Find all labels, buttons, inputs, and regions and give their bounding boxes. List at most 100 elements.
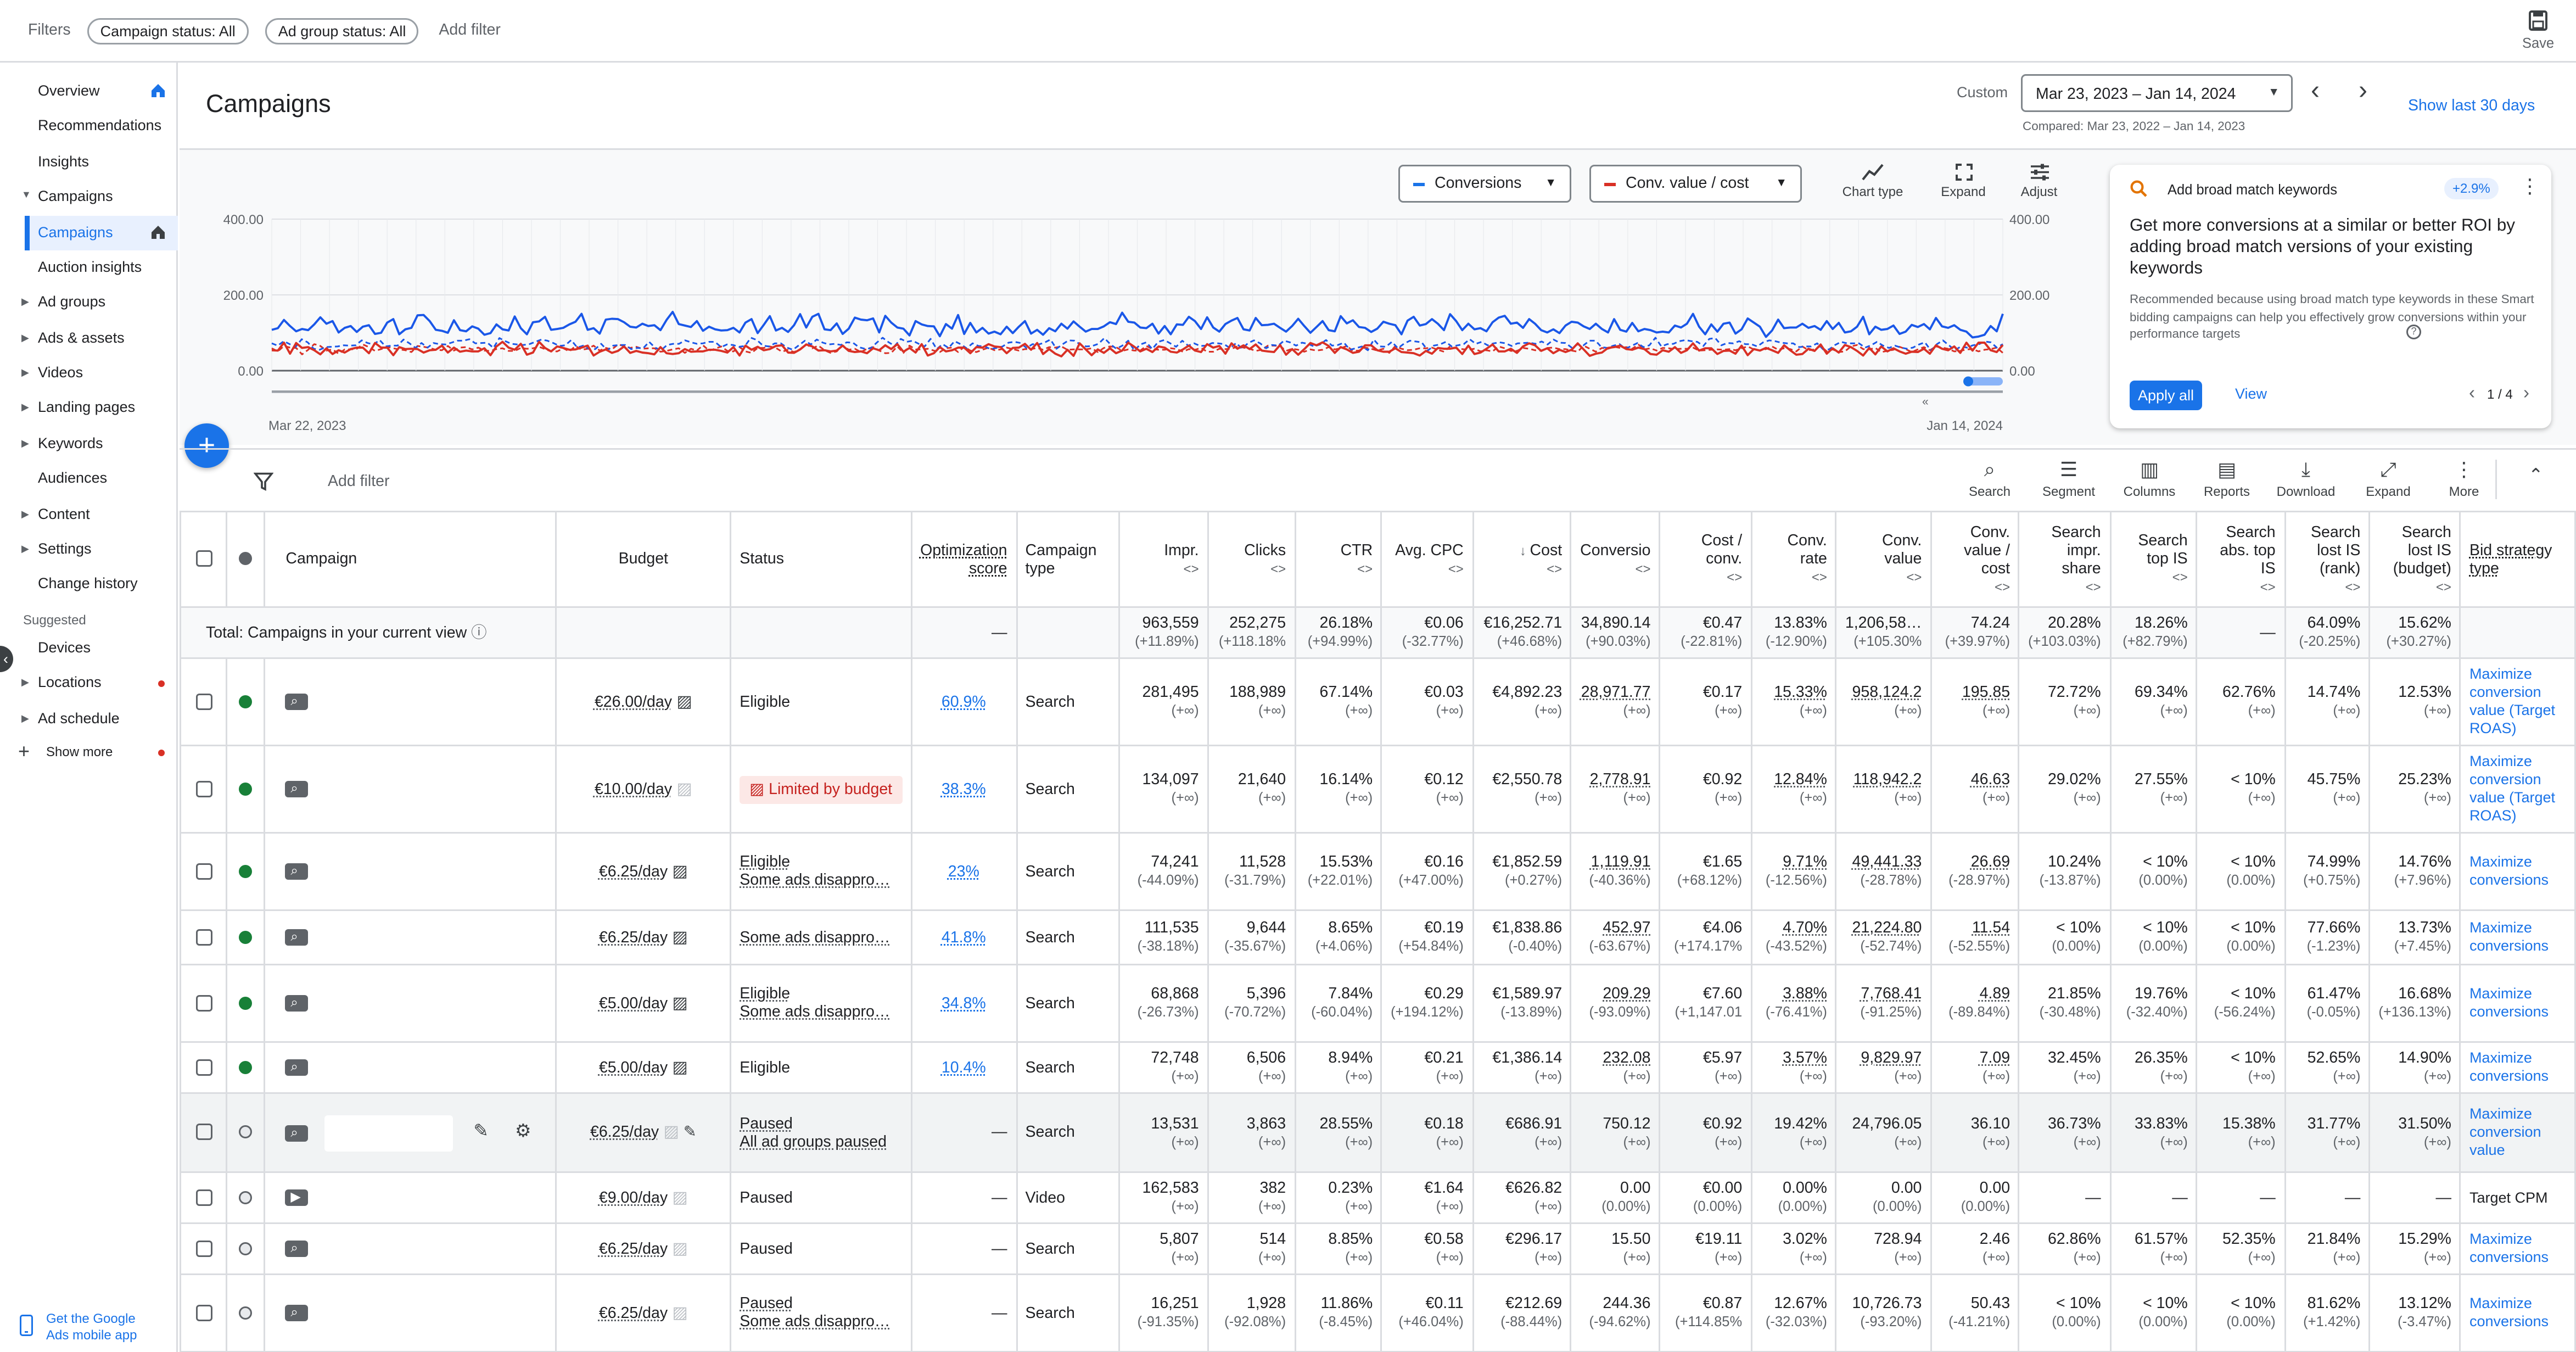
campaign-name-cell[interactable]: ⌕ [264, 657, 557, 746]
filter-icon[interactable] [254, 471, 273, 491]
campaign-name-input[interactable] [325, 1114, 454, 1151]
column-header-conv-value[interactable]: Conv. value <> [1835, 511, 1932, 608]
nav-item-ad-schedule[interactable]: Ad schedule [38, 710, 120, 727]
metric-value[interactable]: 12.67% [1774, 1295, 1827, 1313]
campaign-name-cell[interactable]: ⌕ [264, 745, 557, 834]
column-header-search-lost-is-rank[interactable]: Search lost IS (rank) <> [2283, 511, 2371, 608]
row-checkbox[interactable] [195, 995, 212, 1012]
more-options-button[interactable]: ⋮ [2520, 175, 2540, 198]
prev-recommendation-button[interactable]: ‹ [2469, 384, 2475, 404]
nav-item-audiences[interactable]: Audiences [38, 470, 108, 486]
column-header-search-top-is[interactable]: Search top IS <> [2109, 511, 2198, 608]
metric-value[interactable]: 750.12 [1603, 1114, 1651, 1133]
budget-cell[interactable]: €9.00/day ▨ [555, 1171, 732, 1224]
table-row[interactable]: ⌕ €6.25/day ▨ Eligible Some ads disappro… 23… [179, 832, 2576, 911]
nav-item-auction-insights[interactable]: Auction insights [38, 259, 142, 275]
bid-strategy-cell[interactable]: Maximize conversions [2459, 1041, 2576, 1094]
nav-item-content[interactable]: Content [38, 506, 90, 522]
row-checkbox[interactable] [195, 1304, 212, 1321]
gear-icon[interactable]: ⚙ [515, 1122, 531, 1142]
metric-value[interactable]: 452.97 [1603, 919, 1651, 937]
opt-score-value[interactable]: 60.9% [941, 692, 986, 711]
nav-item-recommendations[interactable]: Recommendations [38, 117, 162, 133]
opt-score-value[interactable]: 23% [948, 862, 979, 881]
budget-cell[interactable]: €5.00/day ▨ [555, 964, 732, 1043]
budget-chart-icon[interactable]: ▨ [668, 1239, 688, 1258]
budget-chart-icon[interactable]: ▨ [668, 1058, 688, 1077]
table-row[interactable]: ⌕ €26.00/day ▨ Eligible 60.9% Search 281,495(… [179, 657, 2576, 746]
table-row[interactable]: ⌕ €5.00/day ▨ Eligible Some ads disappro… 34… [179, 964, 2576, 1043]
budget-chart-icon[interactable]: ▨ [668, 928, 688, 947]
nav-item-campaigns-group[interactable]: Campaigns [38, 188, 113, 204]
table-row[interactable]: ▶ €9.00/day ▨ Paused — Video 162,583 (+∞) 382 (+… [179, 1171, 2576, 1224]
column-header-optimization-score[interactable]: Optimization score [910, 511, 1017, 608]
opt-score-value[interactable]: 34.8% [941, 994, 986, 1013]
nav-item-insights[interactable]: Insights [38, 153, 89, 170]
toolbar-expand-button[interactable]: ⤢ Expand [2354, 459, 2423, 500]
status-dot-icon[interactable] [239, 1191, 253, 1204]
table-row[interactable]: ⌕ €5.00/day ▨ Eligible 10.4% Search 72,748 (+∞… [179, 1041, 2576, 1094]
bid-strategy-link[interactable]: Maximize conversions [2469, 853, 2549, 888]
nav-item-videos[interactable]: Videos [38, 364, 83, 381]
metric-value[interactable]: 11.54 [1972, 919, 2011, 937]
metric-value[interactable]: 28,971.77 [1581, 684, 1651, 702]
nav-item-ad-groups[interactable]: Ad groups [38, 293, 106, 310]
budget-value[interactable]: €6.25/day [598, 928, 668, 947]
budget-chart-icon[interactable]: ▨ [672, 780, 692, 798]
budget-chart-icon[interactable]: ▨ [672, 692, 692, 711]
add-campaign-fab[interactable]: + [184, 423, 229, 468]
metric-value[interactable]: 3.02% [1783, 1231, 1827, 1249]
help-icon[interactable]: ⓘ [467, 623, 487, 642]
metric-value[interactable]: 244.36 [1603, 1295, 1651, 1313]
bid-strategy-link[interactable]: Maximize conversion value (Target ROAS) [2469, 753, 2556, 824]
table-row[interactable]: ⌕ €6.25/day ▨ Paused — Search 5,807 (+∞) 514 (+∞… [179, 1222, 2576, 1275]
budget-value[interactable]: €9.00/day [598, 1188, 668, 1207]
bid-strategy-cell[interactable]: Maximize conversions [2459, 909, 2576, 965]
table-add-filter[interactable]: Add filter [328, 473, 390, 491]
column-header-budget[interactable]: Budget [555, 511, 732, 608]
status-detail[interactable]: Some ads disappro… [740, 1313, 891, 1331]
budget-cell[interactable]: €6.25/day ▨ [555, 832, 732, 911]
table-row[interactable]: ⌕ €6.25/day ▨ Paused Some ads disappro… — Sea… [179, 1273, 2576, 1352]
toolbar-download-button[interactable]: ⤓ Download [2271, 459, 2340, 500]
help-icon[interactable]: ? [2406, 325, 2421, 339]
bid-strategy-link[interactable]: Maximize conversion value [2469, 1105, 2541, 1158]
row-checkbox[interactable] [195, 1240, 212, 1257]
budget-value[interactable]: €5.00/day [598, 1058, 668, 1077]
metric-value[interactable]: 1,119.91 [1591, 853, 1651, 871]
column-header-search-impr-share[interactable]: Search impr. share <> [2018, 511, 2111, 608]
bid-strategy-link[interactable]: Target CPM [2469, 1188, 2548, 1205]
status-detail[interactable]: All ad groups paused [740, 1132, 887, 1151]
metric-value[interactable]: 15.33% [1774, 684, 1827, 702]
table-row[interactable]: ⌕ €10.00/day ▨ ▨ Limited by budget 38.3% Sea… [179, 745, 2576, 834]
bid-strategy-link[interactable]: Maximize conversions [2469, 1231, 2549, 1265]
status-dot-icon[interactable] [239, 1060, 253, 1074]
metric-value[interactable]: 9.71% [1783, 853, 1827, 871]
budget-value[interactable]: €6.25/day [598, 1239, 668, 1258]
column-header-ctr[interactable]: CTR <> [1294, 511, 1383, 608]
row-checkbox[interactable] [195, 1124, 212, 1141]
view-link[interactable]: View [2235, 386, 2267, 402]
bid-strategy-cell[interactable]: Maximize conversion value (Target ROAS) [2459, 657, 2576, 746]
nav-item-change-history[interactable]: Change history [38, 575, 138, 591]
metric-value[interactable]: 15.50 [1611, 1231, 1651, 1249]
bid-strategy-link[interactable]: Maximize conversions [2469, 985, 2549, 1020]
column-header-avg-cpc[interactable]: Avg. CPC <> [1381, 511, 1474, 608]
metric-value[interactable]: 50.43 [1970, 1295, 2011, 1313]
row-checkbox[interactable] [195, 929, 212, 946]
show-last-30-days-link[interactable]: Show last 30 days [2408, 97, 2535, 115]
toolbar-segment-button[interactable]: ☰ Segment [2034, 459, 2103, 500]
row-checkbox[interactable] [195, 1189, 212, 1206]
column-header-campaign[interactable]: Campaign [264, 511, 557, 608]
toolbar-reports-button[interactable]: ▤ Reports [2192, 459, 2261, 500]
column-header-clicks[interactable]: Clicks <> [1207, 511, 1296, 608]
collapse-table-button[interactable]: ⌃ [2528, 465, 2544, 486]
metric-value[interactable]: 4.89 [1979, 985, 2011, 1003]
metric-selector-2[interactable]: Conv. value / cost ▼ [1589, 165, 1802, 203]
budget-chart-icon[interactable]: ▨ [659, 1124, 679, 1142]
nav-item-keywords[interactable]: Keywords [38, 435, 103, 451]
budget-value[interactable]: €6.25/day [590, 1124, 659, 1142]
budget-chart-icon[interactable]: ▨ [668, 1304, 688, 1322]
column-header-status[interactable]: Status [730, 511, 912, 608]
status-dot-icon[interactable] [239, 695, 253, 708]
